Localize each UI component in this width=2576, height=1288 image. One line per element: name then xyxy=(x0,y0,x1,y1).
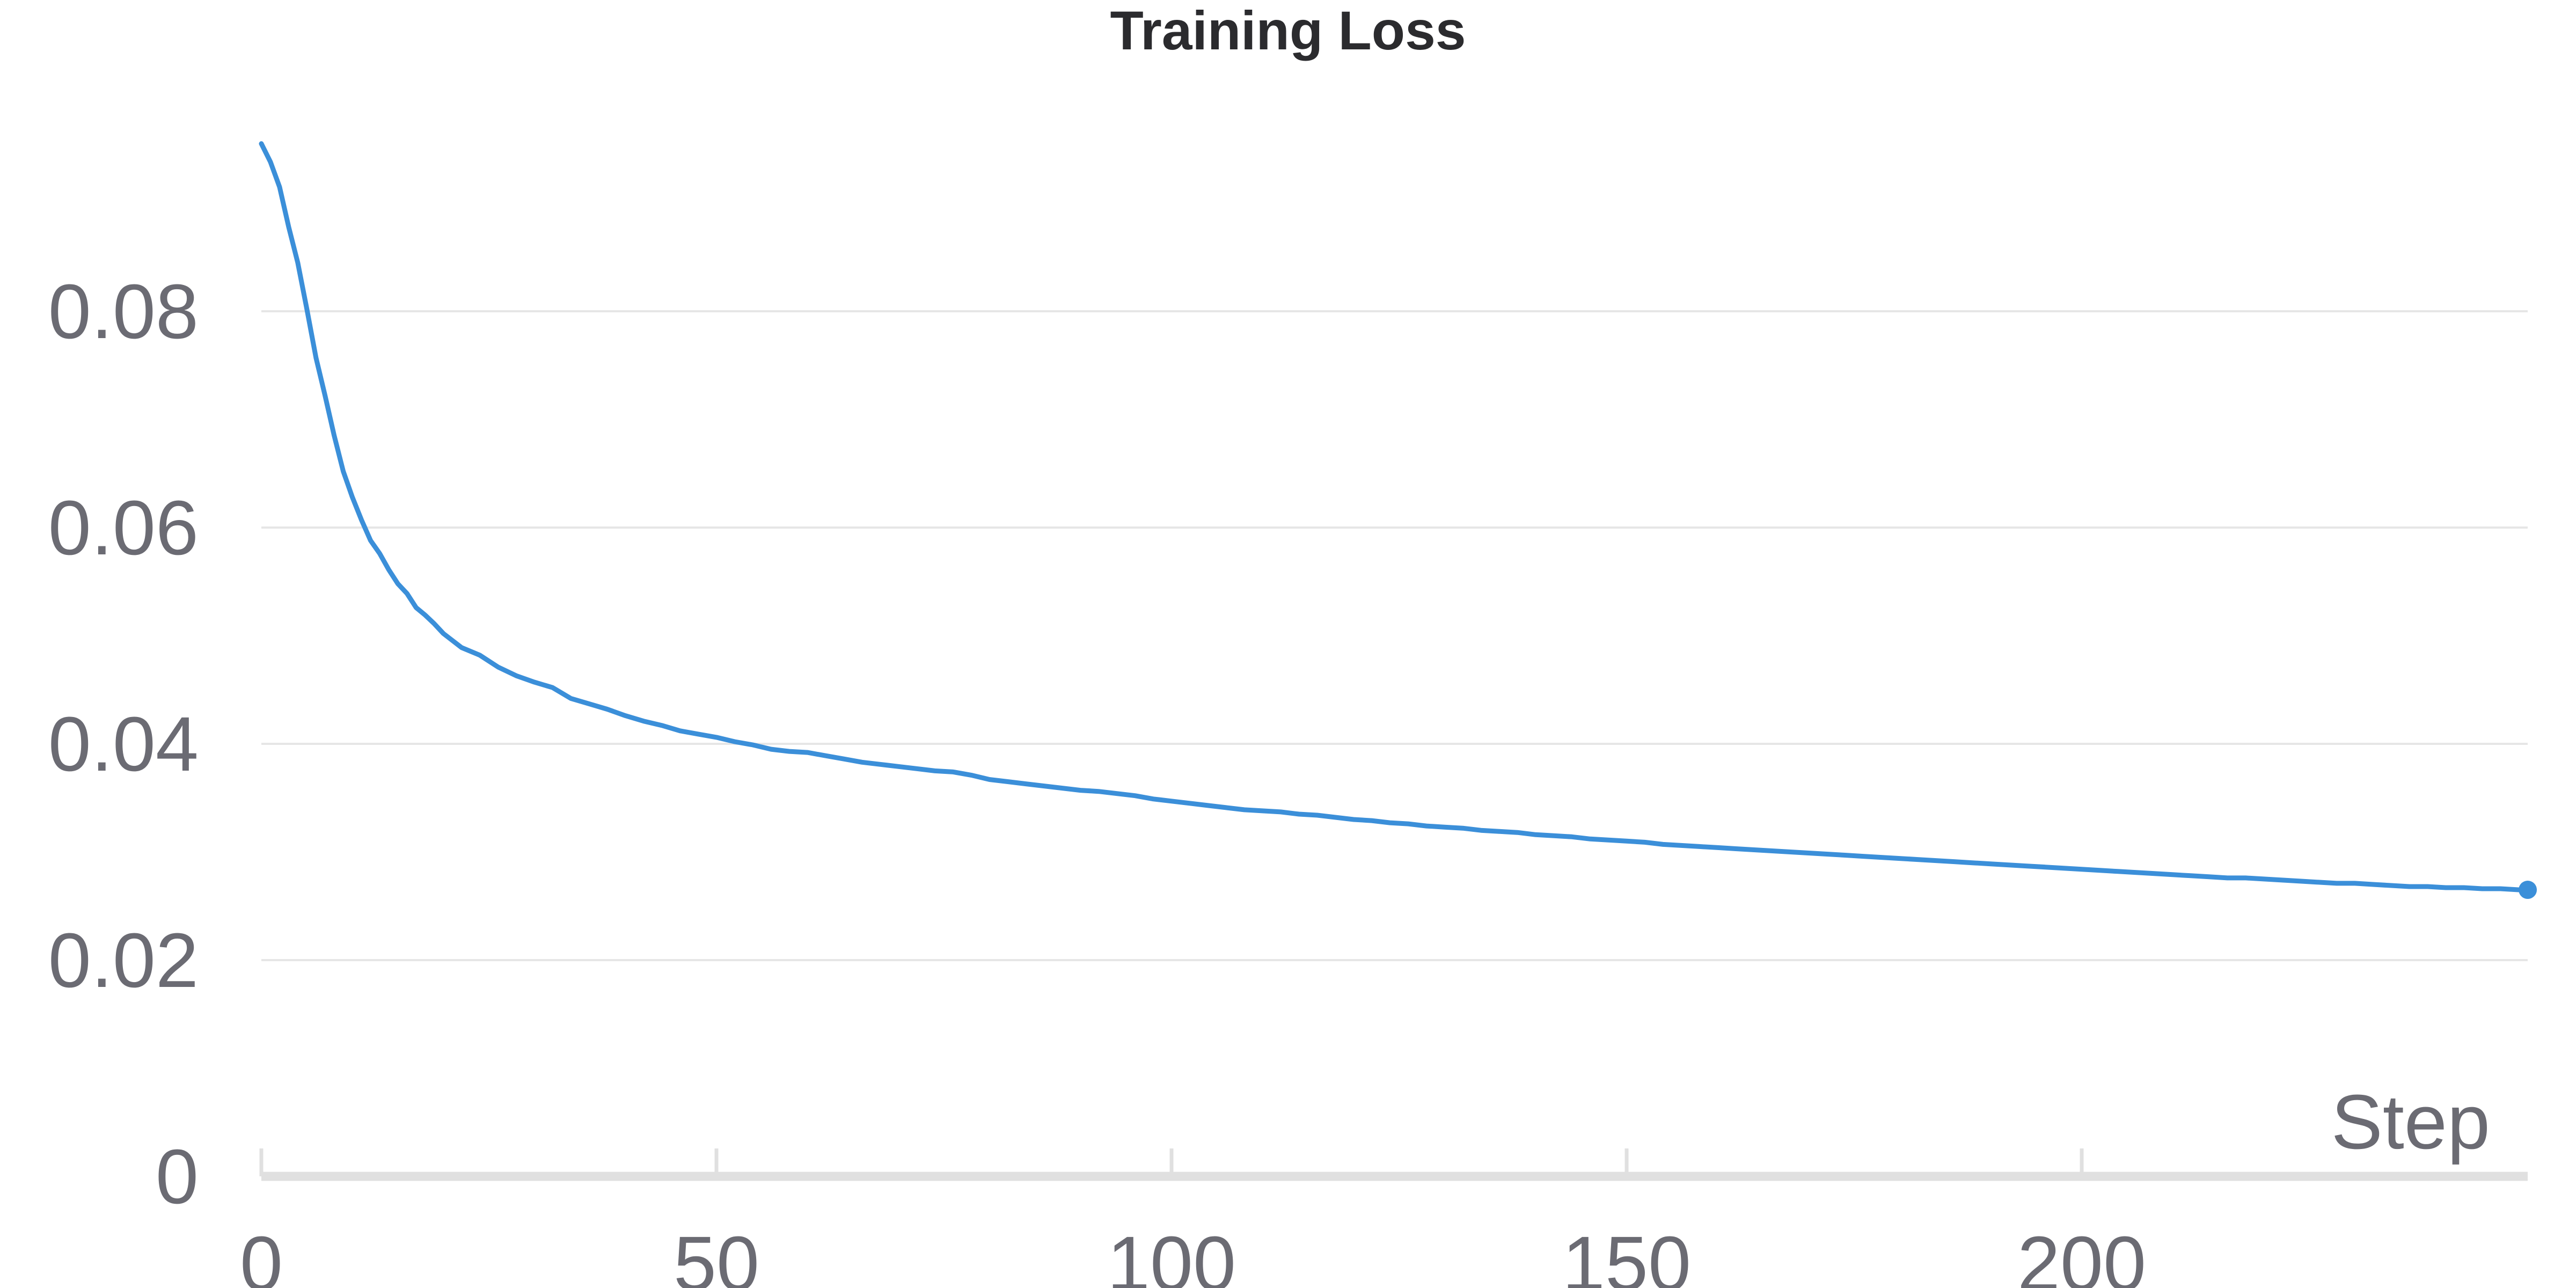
y-tick-label: 0.08 xyxy=(48,268,199,355)
x-axis-label: Step xyxy=(2331,1079,2490,1165)
x-tick-label: 100 xyxy=(1107,1220,1236,1288)
y-tick-label: 0 xyxy=(156,1133,199,1220)
series-layer xyxy=(259,141,2537,899)
x-tick-label: 200 xyxy=(2017,1220,2146,1288)
y-tick-label: 0.06 xyxy=(48,485,199,571)
x-tick-label: 0 xyxy=(240,1220,283,1288)
y-tick-label: 0.04 xyxy=(48,701,199,787)
x-tick-label: 50 xyxy=(674,1220,759,1288)
x-axis xyxy=(259,1148,2528,1181)
loss-series-line xyxy=(259,141,2530,892)
y-tick-label: 0.02 xyxy=(48,917,199,1004)
x-axis-tick-labels: 0 50 100 150 200 xyxy=(240,1220,2146,1288)
chart-title: Training Loss xyxy=(1110,0,1466,61)
x-tick-label: 150 xyxy=(1562,1220,1691,1288)
y-axis-tick-labels: 0 0.02 0.04 0.06 0.08 xyxy=(48,268,199,1220)
grid-lines xyxy=(261,310,2528,961)
last-point-marker xyxy=(2519,881,2537,899)
